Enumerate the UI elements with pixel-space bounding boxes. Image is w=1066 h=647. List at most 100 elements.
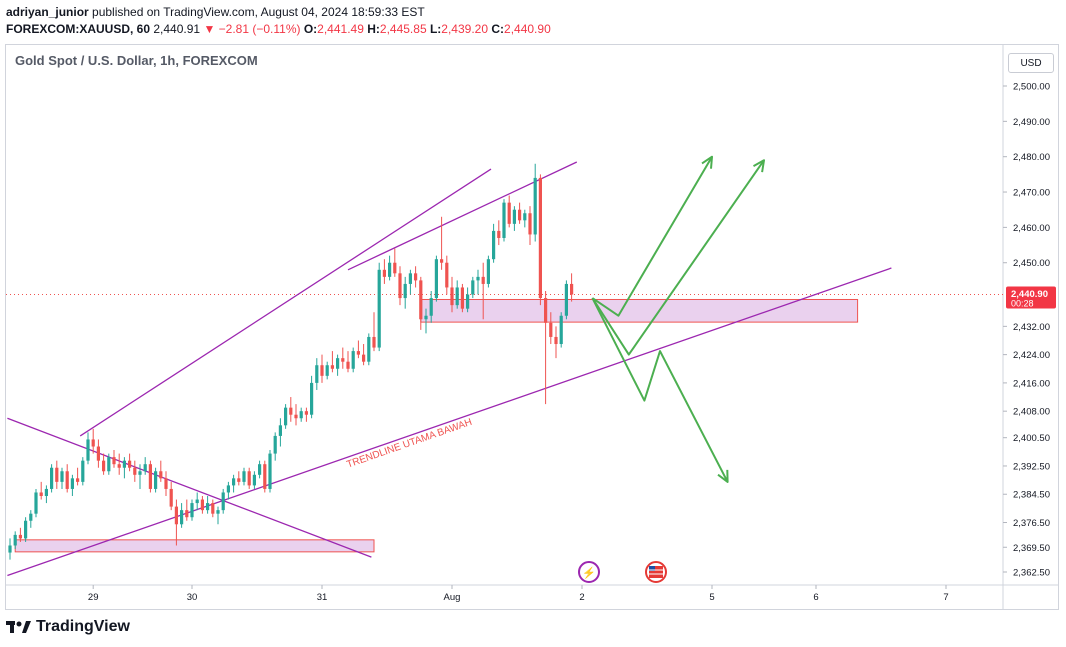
candle-down bbox=[112, 457, 116, 465]
candle-up bbox=[377, 269, 381, 348]
candle-down bbox=[544, 298, 548, 323]
candle-down bbox=[549, 322, 553, 337]
candle-up bbox=[154, 471, 158, 489]
candle-up bbox=[221, 492, 225, 511]
candle-down bbox=[91, 439, 95, 447]
high-value: 2,445.85 bbox=[379, 22, 427, 36]
candle-up bbox=[122, 460, 126, 468]
candle-up bbox=[60, 471, 64, 482]
candle-up bbox=[143, 464, 147, 472]
candle-up bbox=[533, 177, 537, 235]
candle-down bbox=[39, 492, 43, 497]
candle-down bbox=[481, 276, 485, 284]
candle-up bbox=[190, 503, 194, 518]
candle-down bbox=[356, 351, 360, 355]
candle-up bbox=[180, 510, 184, 525]
last-price-tag bbox=[1006, 286, 1056, 309]
candle-down bbox=[148, 464, 152, 489]
tradingview-logo[interactable]: TradingView bbox=[6, 618, 130, 636]
candle-down bbox=[538, 177, 542, 299]
candle-down bbox=[382, 269, 386, 277]
symbol-label: FOREXCOM:XAUUSD, 60 bbox=[6, 22, 151, 36]
publish-line: adriyan_junior published on TradingView.… bbox=[6, 5, 425, 19]
candle-countdown: 00:28 bbox=[1011, 299, 1034, 309]
candle-up bbox=[107, 457, 111, 472]
candle-up bbox=[226, 485, 230, 493]
chart-title: Gold Spot / U.S. Dollar, 1h, FOREXCOM bbox=[15, 53, 258, 68]
price-change: ▼ −2.81 (−0.11%) bbox=[203, 22, 301, 36]
candle-down bbox=[304, 411, 308, 415]
candle-up bbox=[50, 467, 54, 489]
candle-down bbox=[174, 506, 178, 525]
x-tick-label: 30 bbox=[187, 592, 198, 603]
y-tick-label: 2,424.00 bbox=[1013, 350, 1050, 361]
y-tick-label: 2,490.00 bbox=[1013, 117, 1050, 128]
x-tick-label: 2 bbox=[579, 592, 584, 603]
candle-down bbox=[289, 407, 293, 415]
candle-up bbox=[86, 439, 90, 461]
bullish-scenario-arrow-1 bbox=[591, 156, 713, 317]
low-value: 2,439.20 bbox=[441, 22, 489, 36]
candle-up bbox=[492, 230, 496, 260]
bearish-scenario-arrow bbox=[591, 297, 729, 483]
y-tick-label: 2,450.00 bbox=[1013, 258, 1050, 269]
trendline-channel-top bbox=[79, 168, 492, 437]
candle-up bbox=[29, 513, 33, 521]
y-tick-label: 2,480.00 bbox=[1013, 152, 1050, 163]
x-tick-label: 6 bbox=[813, 592, 818, 603]
trendline-annotation: TRENDLINE UTAMA BAWAH bbox=[345, 417, 473, 471]
candle-down bbox=[247, 471, 251, 486]
candle-up bbox=[258, 464, 262, 475]
candle-up bbox=[429, 298, 433, 316]
y-tick-label: 2,384.50 bbox=[1013, 490, 1050, 501]
candle-down bbox=[263, 464, 267, 489]
candle-down bbox=[414, 273, 418, 281]
high-label: H: bbox=[367, 22, 380, 36]
candle-up bbox=[252, 474, 256, 486]
candle-up bbox=[523, 213, 527, 221]
candle-up bbox=[278, 425, 282, 436]
candle-up bbox=[232, 478, 236, 486]
candle-up bbox=[403, 283, 407, 299]
tradingview-brand: TradingView bbox=[36, 618, 130, 635]
candle-up bbox=[44, 488, 48, 497]
candle-down bbox=[65, 471, 69, 489]
open-label: O: bbox=[303, 22, 318, 36]
candle-up bbox=[367, 336, 371, 362]
candle-down bbox=[507, 202, 511, 224]
candle-up bbox=[325, 365, 329, 376]
candle-down bbox=[102, 460, 106, 472]
ohlc-line: FOREXCOM:XAUUSD, 60 2,440.91 ▼ −2.81 (−0… bbox=[6, 22, 551, 36]
candle-up bbox=[388, 262, 392, 277]
candle-down bbox=[55, 467, 59, 482]
y-tick-label: 2,416.00 bbox=[1013, 378, 1050, 389]
candle-down bbox=[159, 471, 163, 479]
candle-up bbox=[284, 407, 288, 426]
candle-down bbox=[362, 354, 366, 362]
candle-down bbox=[419, 280, 423, 320]
candle-down bbox=[133, 467, 137, 475]
x-tick-label: 29 bbox=[88, 592, 99, 603]
close-value: 2,440.90 bbox=[504, 22, 551, 36]
candle-down bbox=[117, 464, 121, 468]
candle-up bbox=[81, 460, 85, 482]
candle-up bbox=[216, 510, 220, 514]
candle-down bbox=[320, 365, 324, 376]
candle-up bbox=[486, 259, 490, 284]
publisher-name[interactable]: adriyan_junior bbox=[6, 5, 89, 19]
y-tick-label: 2,460.00 bbox=[1013, 223, 1050, 234]
low-label: L: bbox=[429, 22, 442, 36]
candle-down bbox=[164, 478, 168, 489]
candle-up bbox=[8, 545, 12, 553]
candle-up bbox=[13, 534, 17, 546]
currency-button[interactable]: USD bbox=[1008, 53, 1054, 73]
candle-down bbox=[528, 213, 532, 235]
candle-down bbox=[554, 336, 558, 345]
candle-up bbox=[315, 365, 319, 383]
last-price: 2,440.91 bbox=[153, 22, 201, 36]
candle-up bbox=[336, 358, 340, 369]
last-price-tag-value: 2,440.90 bbox=[1011, 289, 1048, 300]
candle-up bbox=[351, 351, 355, 369]
candle-up bbox=[455, 287, 459, 306]
